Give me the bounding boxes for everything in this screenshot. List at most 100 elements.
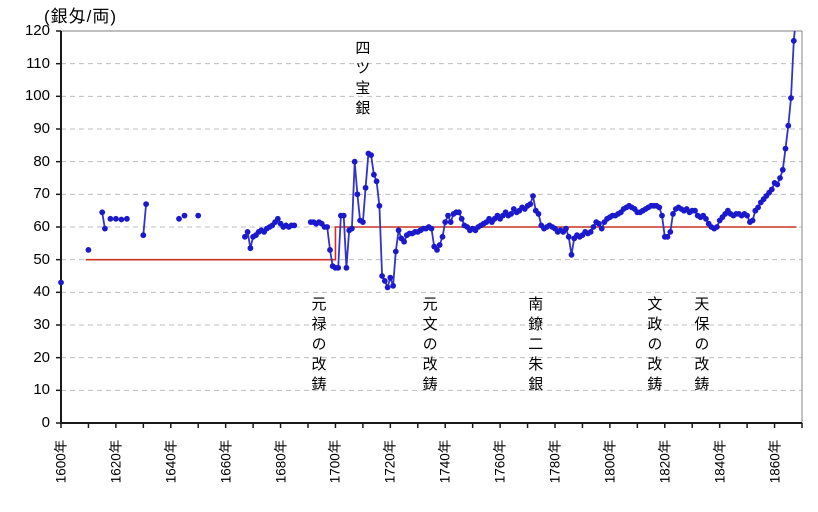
data-point-marker bbox=[458, 215, 465, 222]
y-axis-tick-label: 30 bbox=[33, 316, 50, 333]
data-point-marker bbox=[324, 224, 331, 230]
data-point-marker bbox=[790, 37, 797, 44]
x-axis-tick-label: 1780年 bbox=[547, 439, 563, 484]
data-point-marker bbox=[387, 274, 394, 281]
annotation-label: 元禄の改鋳 bbox=[309, 296, 327, 396]
x-axis-tick-label: 1680年 bbox=[273, 439, 289, 484]
data-point-marker bbox=[376, 202, 383, 209]
x-axis-tick-label: 1700年 bbox=[327, 439, 343, 484]
y-axis-tick-label: 120 bbox=[24, 22, 50, 39]
data-point-marker bbox=[656, 204, 663, 211]
annotation-label: 文政の改鋳 bbox=[645, 296, 663, 396]
data-point-marker bbox=[714, 224, 720, 230]
data-point-marker bbox=[390, 282, 396, 289]
data-point-marker bbox=[598, 225, 605, 232]
data-point-marker bbox=[247, 245, 254, 252]
y-axis-unit-title: (銀匁/両) bbox=[44, 7, 118, 26]
data-point-marker bbox=[392, 248, 399, 255]
data-point-marker bbox=[692, 207, 698, 214]
data-point-marker bbox=[785, 122, 792, 129]
data-point-marker bbox=[744, 212, 750, 219]
annotation-label: 元文の改鋳 bbox=[420, 296, 438, 396]
data-point-marker bbox=[181, 212, 188, 219]
data-point-marker bbox=[244, 229, 251, 235]
data-point-marker bbox=[530, 193, 536, 199]
data-point-marker bbox=[568, 251, 575, 258]
data-point-marker bbox=[373, 178, 380, 185]
x-axis-tick-label: 1840年 bbox=[712, 439, 728, 484]
data-point-marker bbox=[354, 191, 361, 198]
data-point-marker bbox=[381, 278, 388, 284]
data-point-marker bbox=[667, 229, 674, 235]
data-point-marker bbox=[395, 227, 402, 234]
data-point-marker bbox=[788, 95, 794, 101]
data-point-marker bbox=[535, 211, 542, 217]
y-axis-tick-label: 100 bbox=[24, 87, 50, 105]
x-axis-tick-label: 1760年 bbox=[492, 439, 508, 484]
data-point-marker bbox=[782, 145, 789, 152]
y-axis-tick-label: 70 bbox=[33, 185, 50, 203]
data-point-marker bbox=[664, 233, 671, 240]
data-point-marker bbox=[85, 247, 92, 253]
data-point-marker bbox=[596, 220, 602, 227]
x-axis-ticks bbox=[60, 423, 803, 428]
data-point-marker bbox=[340, 212, 347, 219]
y-axis-tick-label: 90 bbox=[33, 120, 50, 137]
data-point-marker bbox=[368, 152, 374, 159]
data-point-marker bbox=[195, 212, 202, 219]
data-point-marker bbox=[143, 201, 150, 208]
data-point-marker bbox=[587, 229, 594, 235]
data-point-marker bbox=[670, 211, 676, 217]
x-axis-tick-label: 1800年 bbox=[602, 439, 618, 484]
y-axis-tick-label: 80 bbox=[33, 152, 50, 170]
data-point-marker bbox=[274, 215, 281, 222]
x-axis-tick-label: 1640年 bbox=[163, 439, 179, 484]
x-axis-tick-label: 1620年 bbox=[108, 439, 124, 484]
data-point-marker bbox=[118, 216, 125, 223]
data-point-marker bbox=[140, 232, 147, 239]
y-axis-tick-label: 20 bbox=[33, 348, 50, 366]
data-point-marker bbox=[113, 215, 119, 222]
data-point-marker bbox=[58, 279, 64, 286]
data-point-marker bbox=[447, 219, 454, 226]
annotation-label: 南鐐二朱銀 bbox=[526, 296, 544, 396]
x-axis-tick-label: 1860年 bbox=[767, 439, 783, 484]
data-point-marker bbox=[755, 204, 761, 211]
data-point-marker bbox=[436, 242, 443, 248]
x-axis-tick-label: 1820年 bbox=[657, 439, 673, 484]
data-point-marker bbox=[794, 9, 800, 15]
data-point-marker bbox=[401, 238, 407, 245]
data-point-marker bbox=[343, 264, 350, 271]
data-point-marker bbox=[749, 217, 756, 224]
data-point-marker bbox=[590, 224, 597, 230]
data-point-marker bbox=[659, 212, 665, 219]
data-point-marker bbox=[371, 171, 377, 178]
data-point-marker bbox=[439, 233, 446, 240]
data-point-marker bbox=[527, 201, 534, 208]
data-point-marker bbox=[384, 284, 391, 291]
data-point-marker bbox=[335, 264, 342, 271]
data-point-marker bbox=[176, 215, 182, 222]
data-point-marker bbox=[456, 209, 462, 216]
data-point-marker bbox=[99, 209, 106, 216]
y-axis-ticks bbox=[56, 30, 61, 424]
annotation-label: 四ツ宝銀 bbox=[353, 40, 371, 120]
data-point-marker bbox=[508, 211, 514, 217]
data-point-marker bbox=[428, 225, 435, 232]
annotation-label: 天保の改鋳 bbox=[692, 296, 710, 396]
y-axis-tick-label: 40 bbox=[33, 283, 50, 301]
x-axis-tick-label: 1600年 bbox=[53, 439, 69, 484]
data-point-marker bbox=[777, 175, 783, 181]
data-point-marker bbox=[327, 247, 333, 253]
data-point-marker bbox=[291, 222, 298, 229]
data-point-marker bbox=[124, 215, 130, 222]
data-point-marker bbox=[563, 225, 569, 232]
data-point-marker bbox=[379, 273, 385, 279]
x-axis-tick-label: 1720年 bbox=[382, 439, 398, 484]
y-axis-tick-label: 50 bbox=[33, 250, 50, 268]
y-axis-tick-label: 0 bbox=[41, 414, 50, 431]
data-point-marker bbox=[362, 184, 369, 191]
y-axis-tick-label: 60 bbox=[33, 218, 50, 235]
